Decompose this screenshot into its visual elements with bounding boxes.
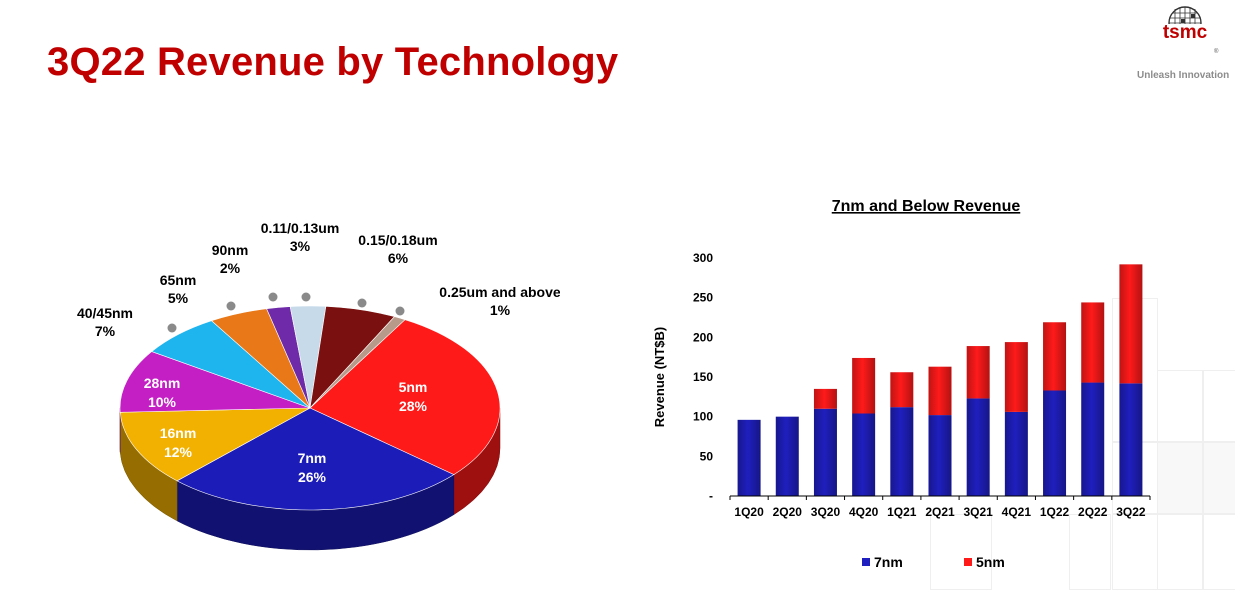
bar-7nm-1q22 [1043,390,1066,496]
bar-7nm-1q21 [890,407,913,496]
x-tick-label: 1Q22 [1040,505,1070,519]
y-tick-label: 300 [693,251,713,265]
y-axis-ticks: - 50 100 150 200 250 300 [693,251,713,503]
bar-marks [738,264,1143,496]
bar-5nm-1q21 [890,372,913,407]
x-tick-label: 4Q21 [1002,505,1032,519]
bar-7nm-4q21 [1005,412,1028,496]
bar-5nm-3q22 [1119,264,1142,383]
x-tick-label: 4Q20 [849,505,879,519]
bar-7nm-3q21 [967,398,990,496]
legend: 7nm 5nm [862,554,1005,570]
y-tick-label: 50 [700,449,714,463]
x-axis-ticks: 1Q20 2Q20 3Q20 4Q20 1Q21 2Q21 3Q21 4Q21 1Q22 2Q22… [730,496,1150,519]
x-tick-label: 1Q21 [887,505,917,519]
legend-swatch-5nm [964,558,972,566]
x-tick-label: 1Q20 [734,505,764,519]
x-tick-label: 2Q22 [1078,505,1108,519]
y-tick-label: 200 [693,330,713,344]
bar-chart-title: 7nm and Below Revenue [832,198,1021,215]
x-tick-label: 2Q20 [773,505,803,519]
bar-7nm-3q20 [814,409,837,496]
bar-5nm-1q22 [1043,322,1066,390]
bar-7nm-1q20 [738,420,761,496]
y-axis-label: Revenue (NT$B) [652,327,667,427]
bar-5nm-2q21 [929,367,952,415]
y-tick-label: 150 [693,370,713,384]
bar-7nm-3q22 [1119,383,1142,496]
x-tick-label: 3Q22 [1116,505,1146,519]
bar-5nm-4q20 [852,358,875,414]
y-tick-label: 250 [693,291,713,305]
x-tick-label: 3Q21 [964,505,994,519]
legend-label-5nm: 5nm [976,554,1005,570]
bar-5nm-2q22 [1081,302,1104,382]
bar-7nm-2q22 [1081,383,1104,496]
y-tick-label: - [709,489,713,503]
bar-5nm-4q21 [1005,342,1028,412]
bar-7nm-2q20 [776,417,799,496]
legend-label-7nm: 7nm [874,554,903,570]
x-tick-label: 2Q21 [925,505,955,519]
legend-swatch-7nm [862,558,870,566]
bar-7nm-2q21 [929,415,952,496]
bar-5nm-3q21 [967,346,990,398]
x-tick-label: 3Q20 [811,505,841,519]
y-tick-label: 100 [693,410,713,424]
bar-5nm-3q20 [814,389,837,409]
bar-7nm-4q20 [852,413,875,496]
